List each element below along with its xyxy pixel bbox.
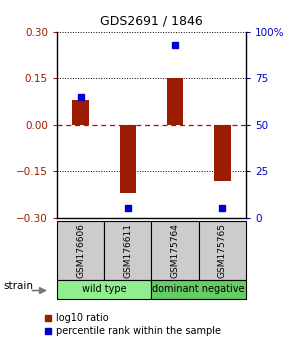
Bar <box>152 221 199 280</box>
Text: GSM175764: GSM175764 <box>171 223 180 278</box>
Text: GSM176606: GSM176606 <box>76 223 85 278</box>
Bar <box>57 221 104 280</box>
Text: dominant negative: dominant negative <box>152 284 245 295</box>
Bar <box>214 125 231 181</box>
Bar <box>167 78 183 125</box>
Legend: log10 ratio, percentile rank within the sample: log10 ratio, percentile rank within the … <box>41 310 225 340</box>
Bar <box>57 280 152 299</box>
Text: strain: strain <box>3 281 33 291</box>
Text: wild type: wild type <box>82 284 127 295</box>
Text: GSM176611: GSM176611 <box>123 223 132 278</box>
Bar <box>199 221 246 280</box>
Bar <box>152 280 246 299</box>
Text: GSM175765: GSM175765 <box>218 223 227 278</box>
Title: GDS2691 / 1846: GDS2691 / 1846 <box>100 15 203 28</box>
Bar <box>120 125 136 193</box>
Bar <box>104 221 152 280</box>
Bar <box>72 100 89 125</box>
